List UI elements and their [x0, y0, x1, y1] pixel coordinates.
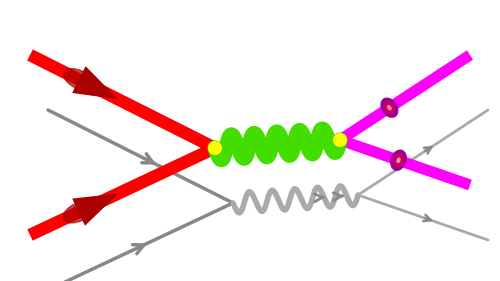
Circle shape	[333, 133, 347, 147]
Ellipse shape	[63, 201, 94, 223]
Circle shape	[208, 141, 222, 155]
Ellipse shape	[396, 157, 400, 163]
Ellipse shape	[64, 69, 94, 90]
Ellipse shape	[390, 149, 407, 171]
Ellipse shape	[393, 153, 404, 167]
Ellipse shape	[380, 98, 398, 118]
Polygon shape	[72, 66, 118, 99]
Polygon shape	[72, 193, 118, 226]
Ellipse shape	[384, 101, 395, 114]
Ellipse shape	[387, 105, 392, 110]
